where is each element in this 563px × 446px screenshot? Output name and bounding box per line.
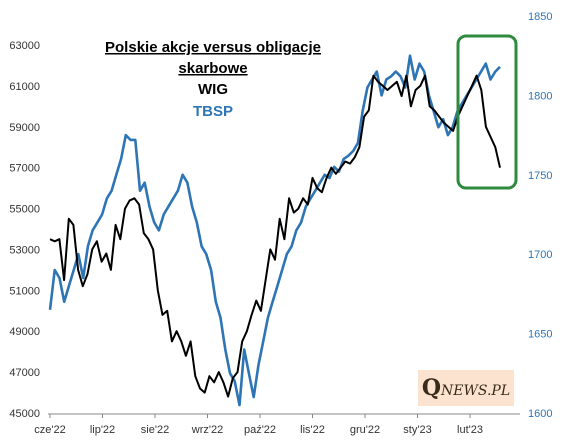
qnews-logo: QNEWS.PL <box>418 370 514 406</box>
right-tick-label: 1850 <box>528 11 552 23</box>
right-tick-label: 1800 <box>528 90 552 102</box>
left-tick-label: 45000 <box>9 408 40 420</box>
left-tick-label: 55000 <box>9 204 40 216</box>
legend-wig: WIG <box>198 81 228 98</box>
chart-title-line2: skarbowe <box>178 60 247 77</box>
x-tick-label: sty'23 <box>403 424 431 436</box>
right-tick-label: 1600 <box>528 408 552 420</box>
x-tick-label: gru'22 <box>350 424 380 436</box>
left-tick-label: 51000 <box>9 285 40 297</box>
right-tick-label: 1700 <box>528 249 552 261</box>
legend-tbsp: TBSP <box>193 103 233 120</box>
x-axis-ticks: cze'22 lip'22 sie'22 wrz'22 paź'22 lis'22 gru'… <box>34 414 483 436</box>
logo-initial: Q <box>421 375 442 401</box>
left-tick-label: 59000 <box>9 122 40 134</box>
right-axis-ticks: 1850 1800 1750 1700 1650 1600 <box>528 11 552 420</box>
series-line-wig <box>49 74 501 398</box>
x-tick-label: sie'22 <box>141 424 169 436</box>
left-tick-label: 57000 <box>9 163 40 175</box>
x-tick-label: wrz'22 <box>191 424 223 436</box>
right-tick-label: 1650 <box>528 329 552 341</box>
logo-rest: NEWS.PL <box>441 383 511 399</box>
highlight-box <box>456 34 518 190</box>
left-tick-label: 53000 <box>9 244 40 256</box>
x-tick-label: lut'23 <box>457 424 483 436</box>
left-tick-label: 63000 <box>9 40 40 52</box>
left-tick-label: 49000 <box>9 326 40 338</box>
x-tick-label: cze'22 <box>34 424 65 436</box>
x-tick-label: lip'22 <box>90 424 115 436</box>
chart-title-line1: Polskie akcje versus obligacje <box>105 39 321 56</box>
x-tick-label: lis'22 <box>300 424 325 436</box>
left-axis-ticks: 63000 61000 59000 57000 55000 53000 51000 49000… <box>9 40 40 420</box>
left-tick-label: 47000 <box>9 367 40 379</box>
series-layer <box>48 54 501 407</box>
right-tick-label: 1750 <box>528 170 552 182</box>
left-tick-label: 61000 <box>9 81 40 93</box>
x-tick-label: paź'22 <box>244 424 276 436</box>
